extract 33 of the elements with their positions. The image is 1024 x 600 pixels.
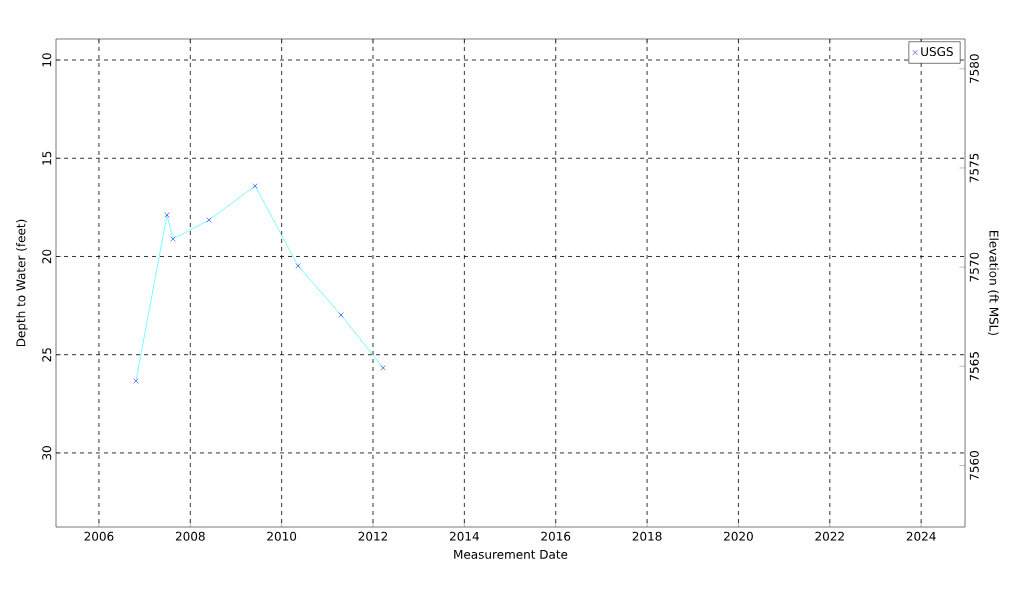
y-tick-label: 20 [42,249,52,264]
line-series [135,185,384,382]
point [338,312,344,318]
point [380,365,386,371]
y-tick-label: 30 [42,446,52,460]
y2-tick-label: 7575 [969,153,979,183]
point [164,212,170,218]
x-axis-title: Measurement Date [454,549,568,559]
x-tick-label: 2014 [449,531,479,541]
y-axis-title: Depth to Water (feet) [16,219,28,347]
y2-tick-label: 7565 [969,352,979,381]
y-tick-label: 15 [42,151,52,165]
x-tick-label: 2012 [358,531,388,541]
y2-tick-label: 7570 [969,252,979,282]
y-tick-label: 10 [42,53,52,67]
x-tick-label: 2016 [541,531,571,541]
x-tick-label: 2008 [175,531,205,541]
y2-tick-label: 7580 [969,54,979,84]
x-tick-label: 2010 [267,531,297,541]
point [252,183,258,189]
point [133,378,139,384]
x-tick-label: 2006 [84,531,114,541]
x-tick-label: 2024 [906,531,936,541]
point [170,236,176,242]
y2-tick-label: 7560 [969,451,979,480]
point [295,263,301,269]
point [206,217,212,223]
x-tick-label: 2020 [724,531,753,541]
legend-label: USGS [921,47,953,57]
y2-axis-title: Elevation (ft MSL) [987,231,999,336]
x-tick-label: 2018 [632,531,662,541]
y-tick-label: 25 [42,348,52,362]
x-tick-label: 2022 [815,531,844,541]
